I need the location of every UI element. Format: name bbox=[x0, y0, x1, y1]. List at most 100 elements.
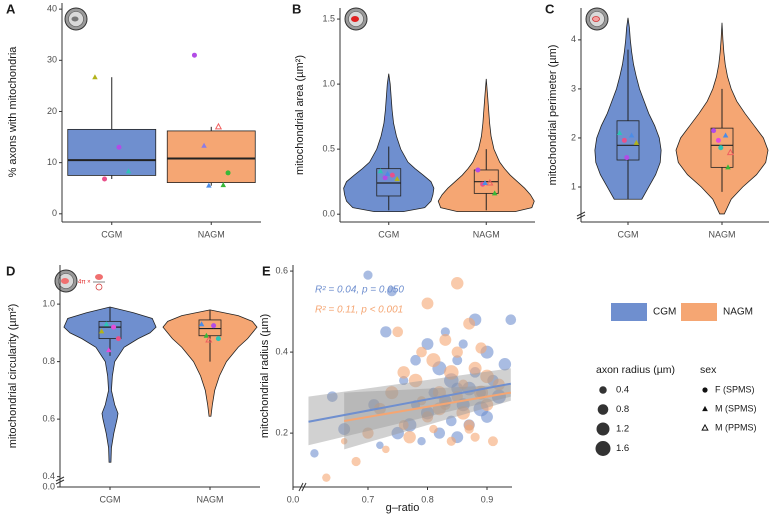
data-point bbox=[106, 347, 112, 353]
fit-line bbox=[344, 391, 511, 422]
legend-title: sex bbox=[700, 364, 717, 376]
y-tick-label: 0.8 bbox=[42, 356, 55, 366]
scatter-point bbox=[480, 369, 494, 384]
legend-label: M (PPMS) bbox=[715, 422, 757, 432]
data-point bbox=[191, 52, 197, 58]
data-point bbox=[715, 137, 721, 143]
y-tick-label: 3 bbox=[571, 83, 576, 93]
y-tick-label: 0.4 bbox=[42, 471, 55, 481]
legend-size bbox=[599, 386, 607, 394]
data-point bbox=[211, 323, 217, 329]
axis-break bbox=[576, 211, 586, 220]
legend-swatch bbox=[611, 303, 647, 321]
violin bbox=[437, 78, 535, 212]
data-point bbox=[201, 142, 207, 148]
panel-letter: A bbox=[6, 1, 16, 16]
break-line bbox=[301, 482, 307, 492]
scatter-point bbox=[480, 398, 494, 411]
data-point bbox=[103, 321, 110, 327]
data-point bbox=[486, 178, 494, 186]
data-point bbox=[624, 155, 630, 161]
scatter-point bbox=[451, 346, 463, 358]
data-point bbox=[621, 137, 627, 143]
data-point bbox=[377, 168, 384, 174]
y-tick-label: 0.4 bbox=[275, 346, 288, 356]
y-tick-label: 1.5 bbox=[322, 13, 335, 23]
x-tick-label: 0.0 bbox=[287, 494, 300, 504]
scatter-point bbox=[386, 286, 397, 297]
legend-label: F (SPMS) bbox=[715, 384, 755, 394]
data-point bbox=[389, 172, 395, 178]
x-tick-label: NAGM bbox=[197, 494, 224, 504]
icon-b bbox=[344, 7, 368, 31]
y-tick-label: 10 bbox=[47, 157, 57, 167]
y-tick-label: 0.0 bbox=[322, 209, 335, 219]
icon-d bbox=[54, 269, 105, 293]
x-axis-label: g–ratio bbox=[386, 502, 420, 514]
y-axis-label: mitochondrial radius (µm) bbox=[259, 314, 271, 438]
scatter-point bbox=[326, 391, 338, 402]
legend-label: 0.8 bbox=[616, 404, 629, 415]
break-line bbox=[298, 482, 304, 492]
box bbox=[67, 128, 157, 176]
scatter-point bbox=[451, 277, 464, 290]
data-point bbox=[203, 332, 210, 338]
y-tick-label: 30 bbox=[47, 55, 57, 65]
y-tick-label: 0.6 bbox=[42, 414, 55, 424]
y-tick-label: 0.5 bbox=[322, 144, 335, 154]
data-point bbox=[394, 176, 400, 182]
scatter-point bbox=[397, 366, 410, 379]
scatter-point bbox=[351, 456, 361, 467]
scatter-point bbox=[429, 424, 438, 434]
scatter-point bbox=[505, 314, 517, 325]
axis-break bbox=[298, 482, 307, 492]
legend-label: 1.2 bbox=[616, 424, 629, 435]
data-point bbox=[628, 132, 635, 138]
legend-shape bbox=[702, 405, 708, 412]
scatter-point bbox=[440, 327, 450, 337]
data-point bbox=[225, 170, 231, 176]
data-point bbox=[205, 336, 213, 343]
x-tick-label: NAGM bbox=[709, 229, 736, 239]
y-axis-label: % axons with mitochondria bbox=[7, 46, 19, 178]
scatter-point bbox=[421, 411, 434, 423]
scatter-point bbox=[464, 424, 474, 434]
x-tick-label: NAGM bbox=[198, 229, 225, 239]
icon-a bbox=[64, 7, 88, 31]
legend-label: 1.6 bbox=[616, 443, 629, 454]
scatter-point bbox=[398, 420, 409, 430]
panel-letter: D bbox=[6, 263, 15, 278]
scatter-point bbox=[416, 346, 427, 358]
x-tick-label: CGM bbox=[101, 229, 122, 239]
data-point bbox=[115, 336, 121, 342]
data-point bbox=[198, 321, 205, 327]
x-tick-label: 0.8 bbox=[421, 494, 434, 504]
x-tick-label: CGM bbox=[100, 494, 121, 504]
y-axis-label: mitochondrial area (µm²) bbox=[294, 55, 306, 175]
y-tick-label: 0.0 bbox=[42, 481, 55, 491]
scatter-point bbox=[322, 473, 331, 482]
scatter-point bbox=[410, 354, 421, 366]
scatter-point bbox=[310, 449, 319, 458]
box bbox=[166, 130, 256, 184]
annotation: R² = 0.11, p < 0.001 bbox=[315, 305, 403, 316]
y-tick-label: 0.6 bbox=[275, 265, 288, 275]
legend-size bbox=[597, 404, 609, 415]
scatter-point bbox=[498, 358, 512, 371]
scatter-point bbox=[470, 432, 480, 442]
scatter-point bbox=[446, 436, 456, 446]
fit-line bbox=[308, 382, 511, 423]
data-point bbox=[482, 179, 488, 185]
annotation: R² = 0.04, p = 0.050 bbox=[315, 285, 404, 296]
break-line bbox=[55, 476, 65, 482]
data-point bbox=[214, 122, 223, 130]
panel-letter: B bbox=[292, 1, 301, 16]
x-tick-label: CGM bbox=[378, 229, 399, 239]
box bbox=[616, 120, 640, 161]
scatter-point bbox=[444, 365, 459, 380]
violin bbox=[63, 306, 157, 463]
violin bbox=[162, 309, 258, 417]
scatter-point bbox=[463, 317, 476, 330]
scatter-point bbox=[392, 326, 404, 338]
